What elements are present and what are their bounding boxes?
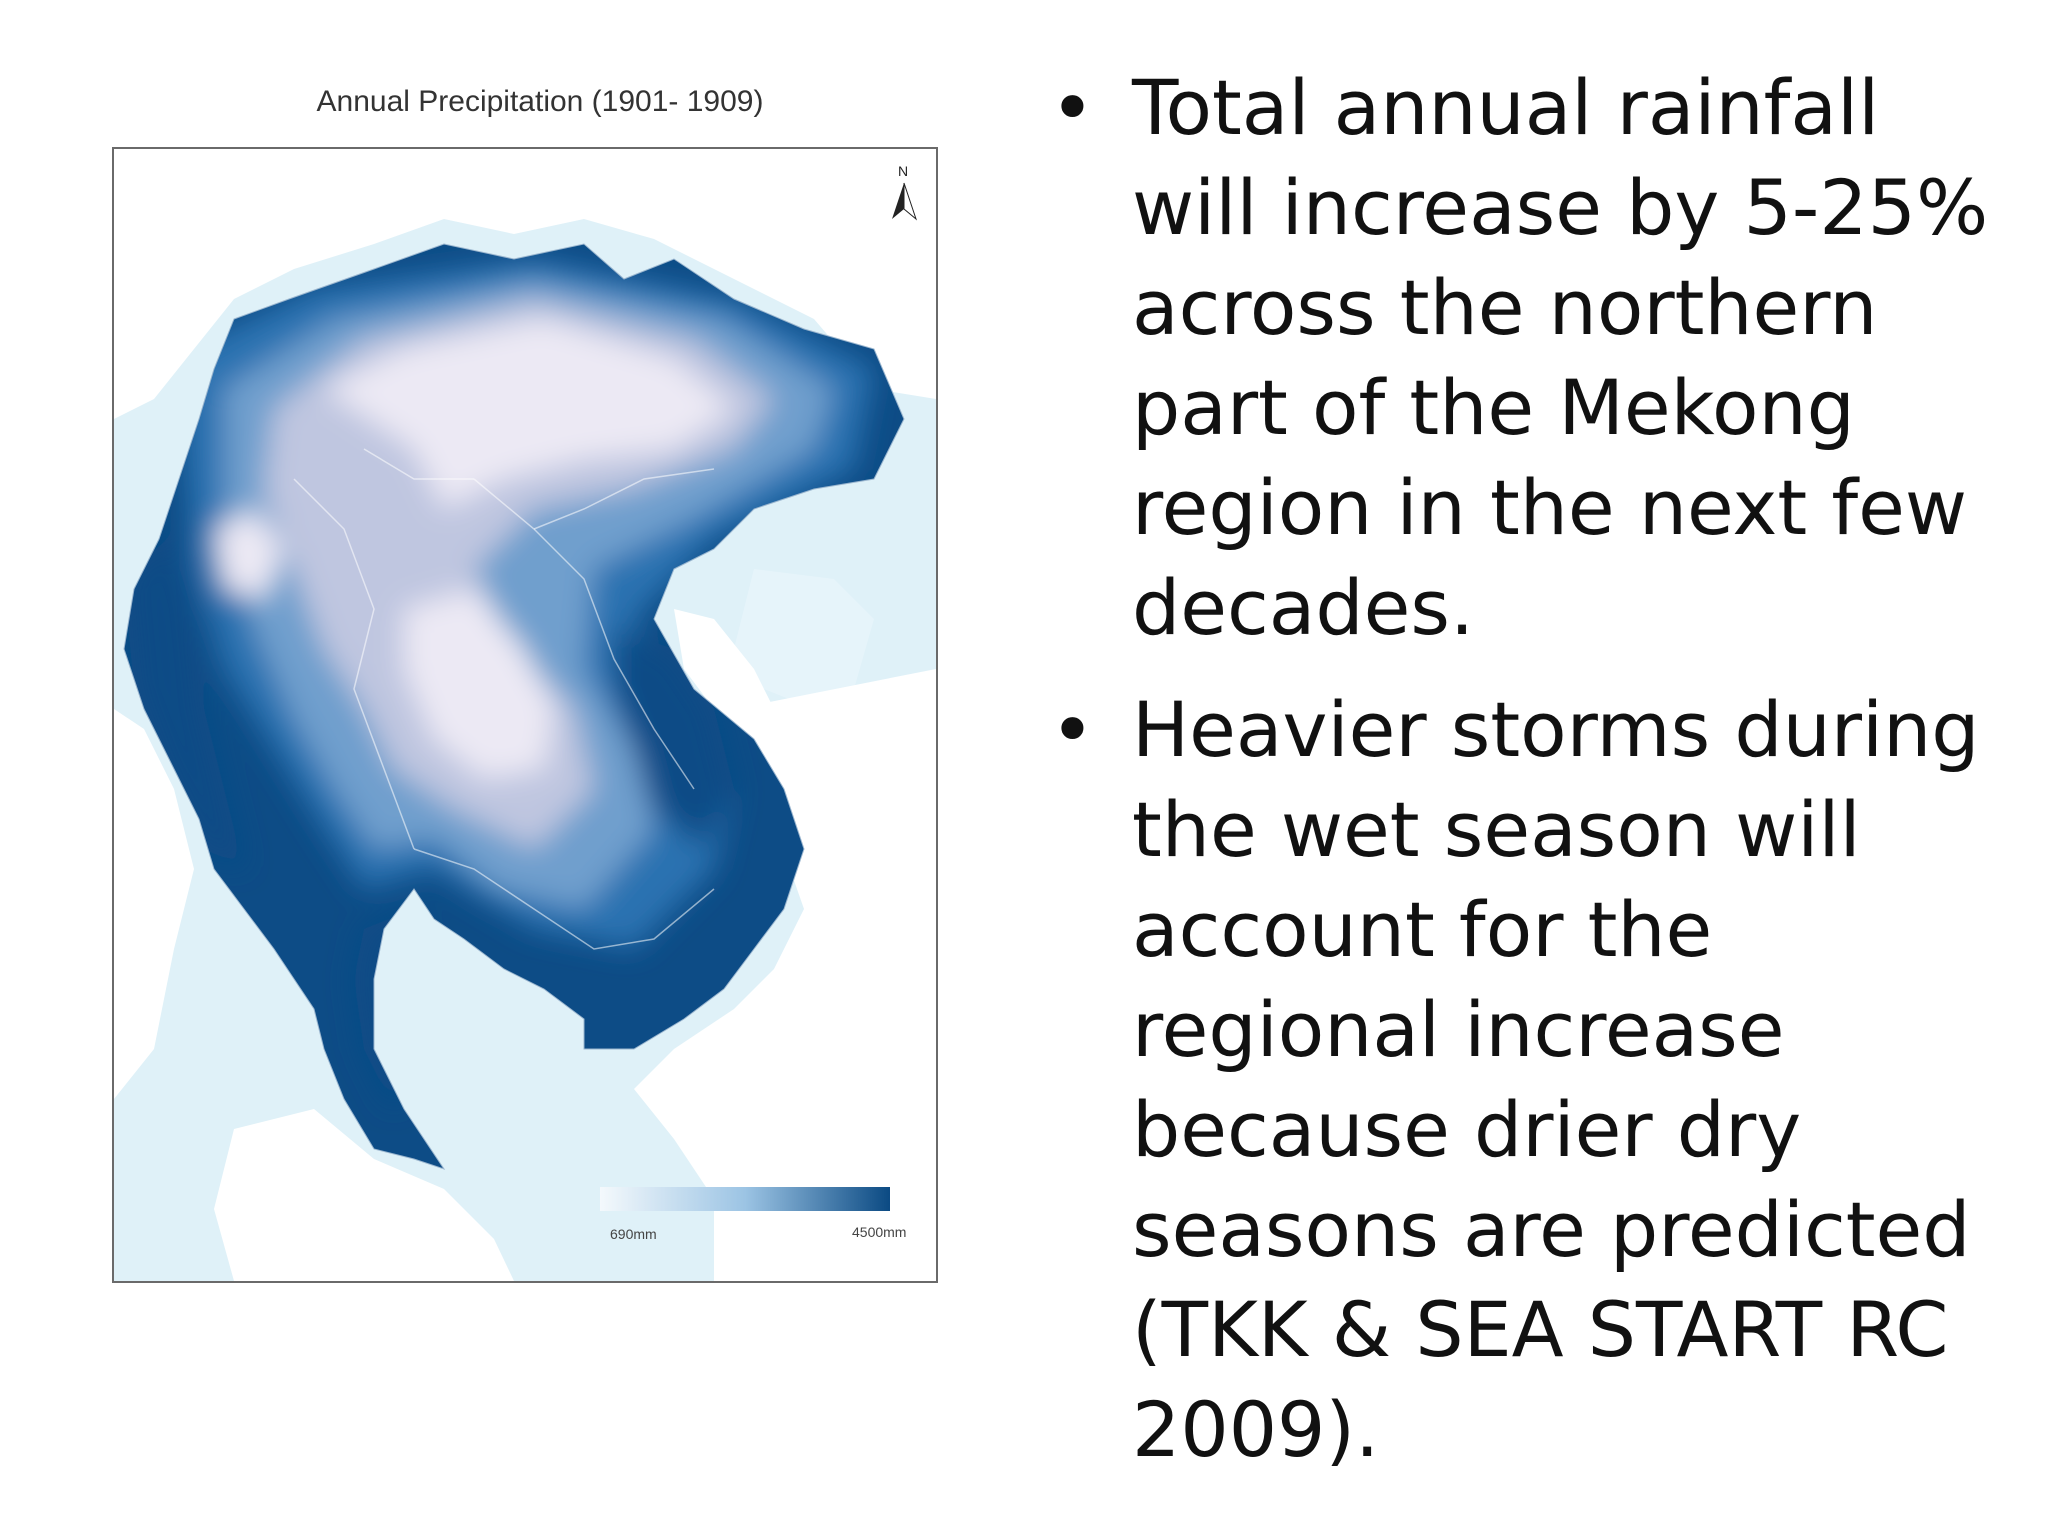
legend-max-label: 4500mm <box>852 1224 907 1240</box>
legend-color-bar <box>600 1187 890 1211</box>
bullet-item: • Heavier storms during the wet season w… <box>1050 680 2010 1480</box>
precipitation-map: N 690mm 4500mm <box>112 147 938 1283</box>
bullet-text-storms: Heavier storms during the wet season wil… <box>1132 685 1980 1474</box>
map-canvas <box>114 149 936 1281</box>
bullet-list: • Total annual rainfall will increase by… <box>1050 58 2010 1502</box>
north-label: N <box>898 163 909 179</box>
bullet-symbol: • <box>1050 63 1095 152</box>
map-title: Annual Precipitation (1901- 1909) <box>316 85 764 118</box>
bullet-item: • Total annual rainfall will increase by… <box>1050 58 2010 658</box>
bullet-symbol: • <box>1050 685 1095 774</box>
legend-min-label: 690mm <box>610 1226 657 1242</box>
bullet-text-rainfall: Total annual rainfall will increase by 5… <box>1132 63 1989 652</box>
north-arrow-icon <box>892 182 918 221</box>
